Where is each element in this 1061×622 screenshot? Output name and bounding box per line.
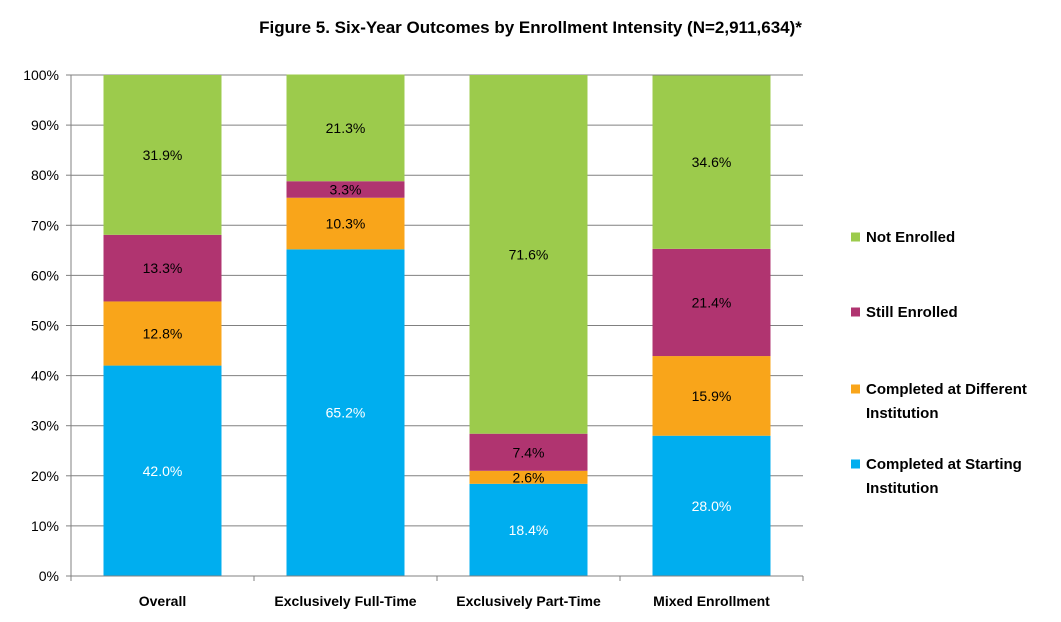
legend: Not Enrolled Still Enrolled Completed at D… xyxy=(851,229,1027,497)
data-label: 2.6% xyxy=(513,469,545,485)
legend-label: Still Enrolled xyxy=(866,304,958,321)
y-tick-label: 0% xyxy=(39,568,59,584)
bar-segment xyxy=(469,75,588,434)
y-tick-label: 40% xyxy=(31,368,59,384)
legend-label: Not Enrolled xyxy=(866,229,955,246)
legend-swatch xyxy=(851,384,860,394)
data-label: 21.3% xyxy=(326,120,366,136)
bar-segment xyxy=(469,470,588,484)
x-category-label: Overall xyxy=(139,593,186,609)
legend-swatch xyxy=(851,232,860,242)
data-label: 34.6% xyxy=(692,154,732,170)
bar-segment xyxy=(286,197,405,250)
legend-label: Completed at Different Institution xyxy=(866,381,1027,422)
y-tick-label: 30% xyxy=(31,418,59,434)
data-label: 28.0% xyxy=(692,498,732,514)
bar-segment xyxy=(286,181,405,198)
y-tick-label: 80% xyxy=(31,167,59,183)
data-label: 71.6% xyxy=(509,246,549,262)
data-label: 42.0% xyxy=(143,463,183,479)
y-tick-label: 70% xyxy=(31,217,59,233)
y-tick-label: 20% xyxy=(31,468,59,484)
bar-segment xyxy=(286,249,405,576)
bar-segment xyxy=(652,248,771,357)
y-tick-label: 10% xyxy=(31,518,59,534)
bars: 42.0% 12.8% 13.3% 31.9% 65.2% 10.3% 3.3% 21.3% 1… xyxy=(103,74,771,576)
data-label: 31.9% xyxy=(143,147,183,163)
bar-segment xyxy=(469,433,588,471)
data-label: 15.9% xyxy=(692,388,732,404)
legend-swatch xyxy=(851,459,860,469)
axes: 0% 10% 20% 30% 40% 50% 60% 70% 80% 90% 100% Overall… xyxy=(23,67,804,609)
bar-segment xyxy=(652,75,771,249)
data-label: 12.8% xyxy=(143,326,183,342)
legend-swatch xyxy=(851,307,860,317)
data-label: 10.3% xyxy=(326,216,366,232)
data-label: 3.3% xyxy=(330,181,362,197)
data-label: 65.2% xyxy=(326,405,366,421)
x-category-label: Mixed Enrollment xyxy=(653,593,770,609)
data-label: 18.4% xyxy=(509,522,549,538)
legend-label: Completed at Starting Institution xyxy=(866,456,1022,497)
y-tick-label: 50% xyxy=(31,318,59,334)
y-tick-label: 60% xyxy=(31,267,59,283)
data-label: 21.4% xyxy=(692,294,732,310)
bar-segment xyxy=(652,356,771,436)
y-tick-label: 90% xyxy=(31,117,59,133)
bar-segment xyxy=(469,483,588,576)
x-category-label: Exclusively Part-Time xyxy=(456,593,601,609)
bar-segment xyxy=(103,365,222,576)
bar-segment xyxy=(103,301,222,366)
chart-title: Figure 5. Six-Year Outcomes by Enrollmen… xyxy=(259,18,802,37)
y-tick-label: 100% xyxy=(23,67,59,83)
x-category-label: Exclusively Full-Time xyxy=(274,593,416,609)
data-label: 7.4% xyxy=(513,444,545,460)
bar-segment xyxy=(286,74,405,182)
bar-segment xyxy=(103,234,222,302)
bar-segment xyxy=(652,435,771,576)
bar-segment xyxy=(103,75,222,235)
data-label: 13.3% xyxy=(143,260,183,276)
